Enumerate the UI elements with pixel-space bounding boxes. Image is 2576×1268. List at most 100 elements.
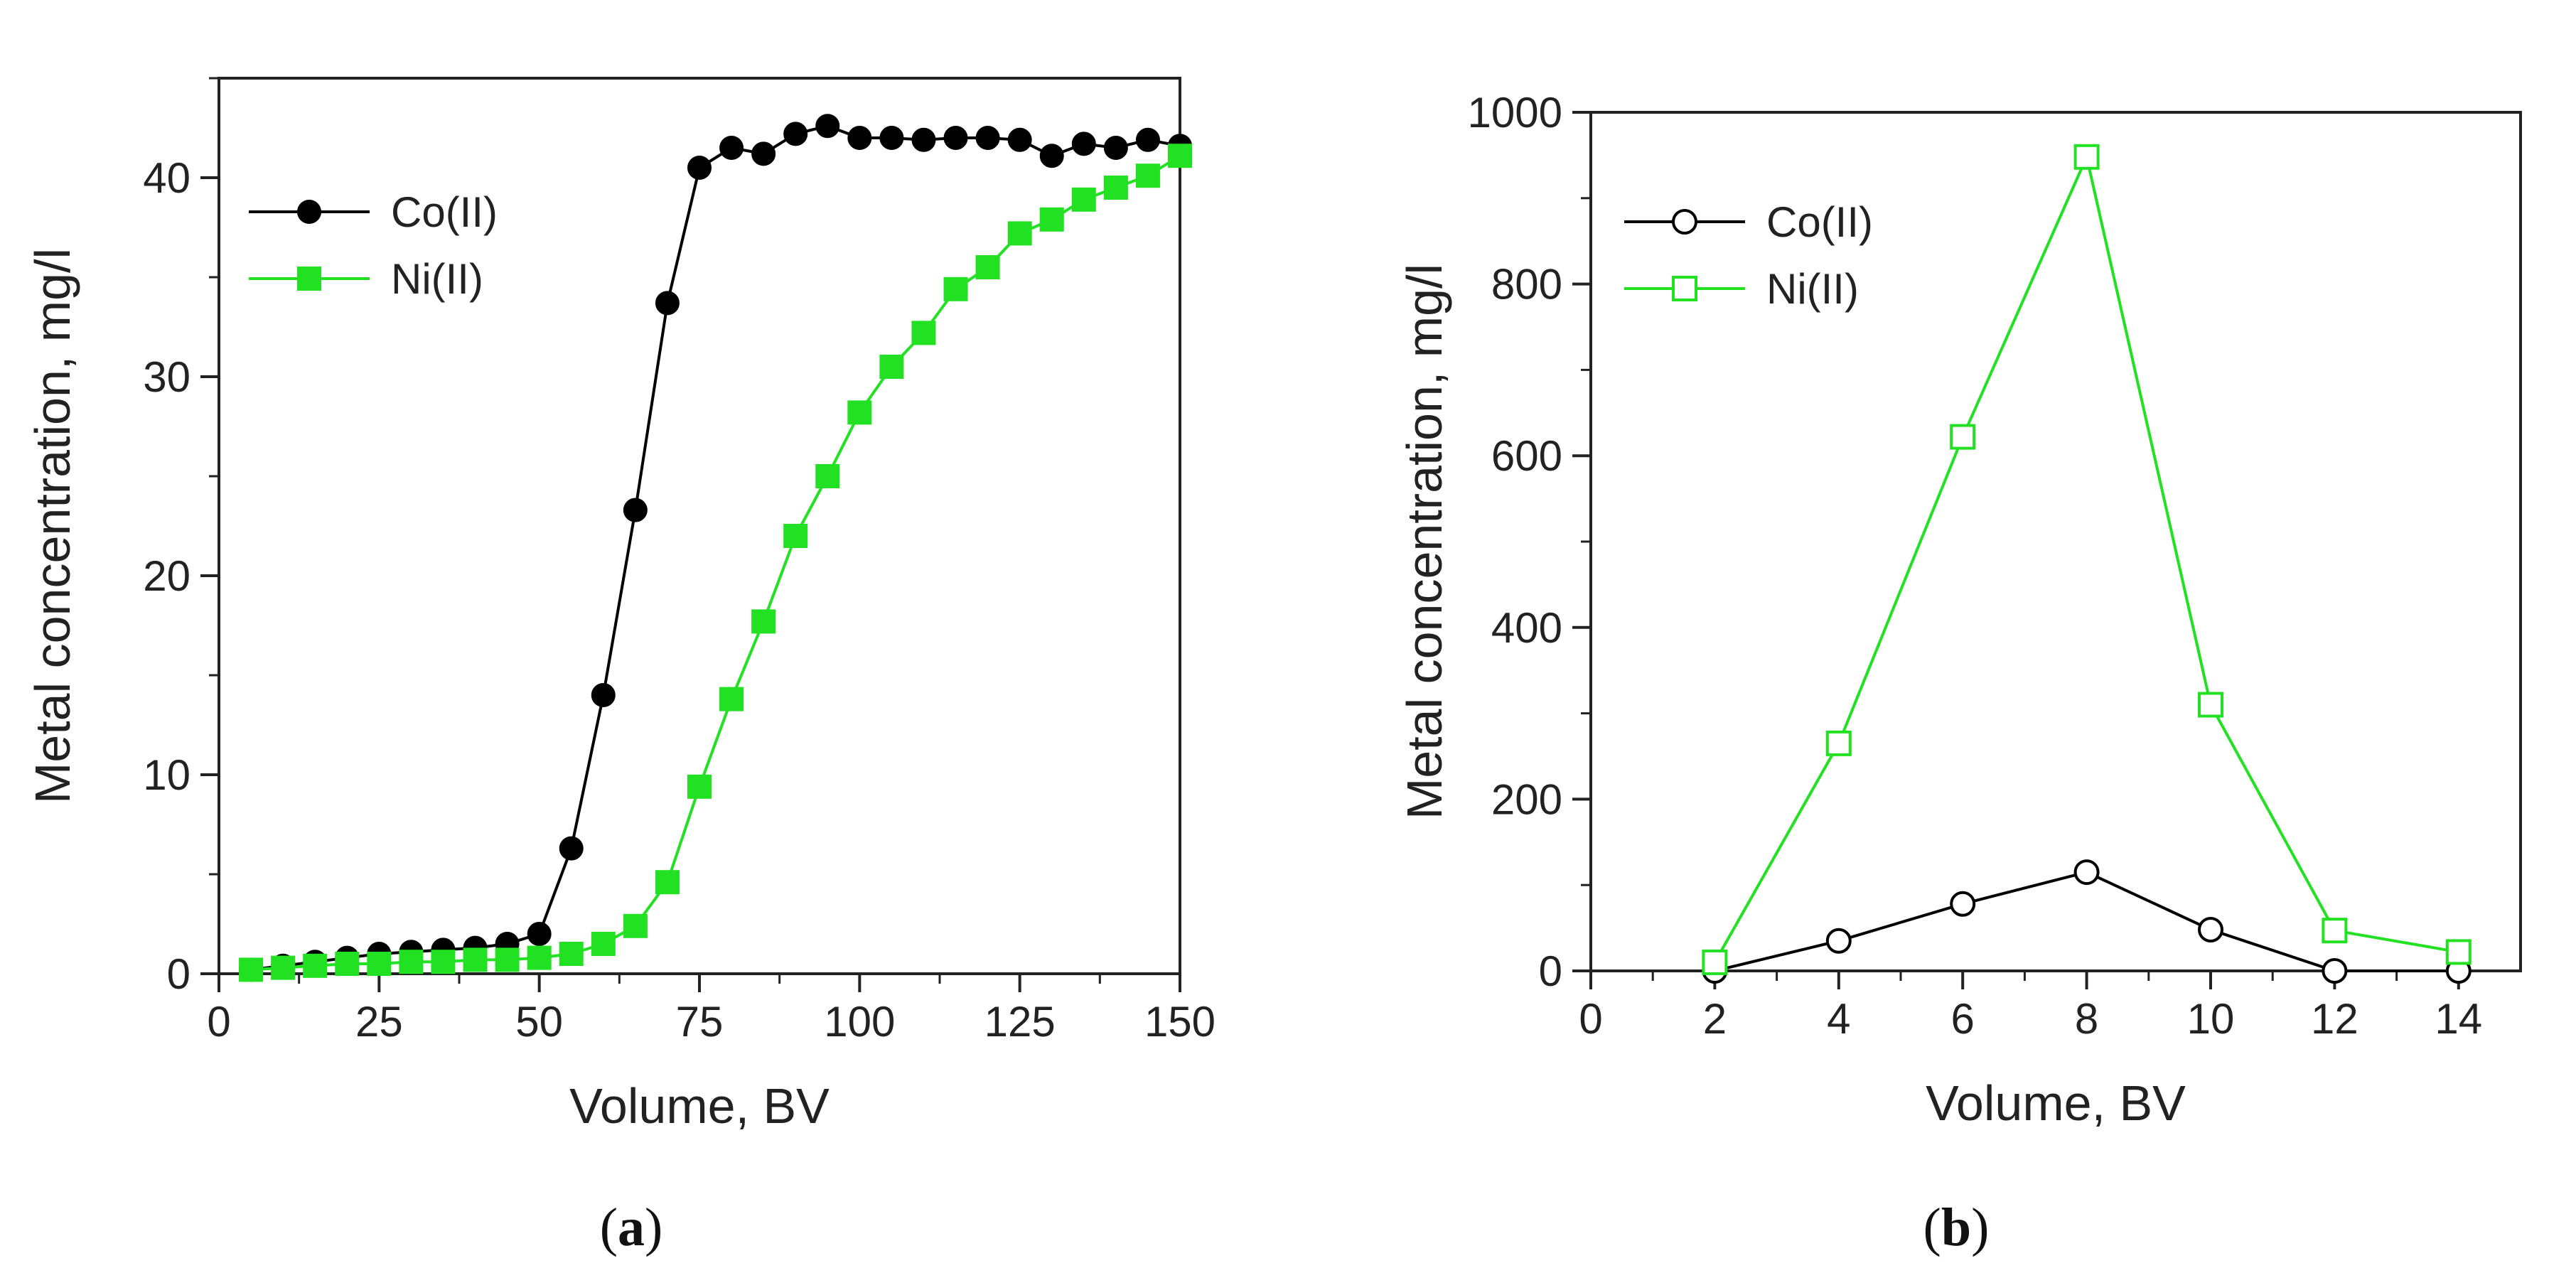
data-point bbox=[559, 836, 584, 861]
data-point bbox=[2322, 918, 2348, 944]
data-point bbox=[527, 945, 552, 970]
data-point bbox=[911, 321, 936, 345]
series-line bbox=[250, 124, 1181, 972]
data-point bbox=[1702, 949, 1728, 975]
chart-panel-b: 0 2 4 6 8 10 12 14 0 200 400 600 800 1000 Volume, BV Me… bbox=[1397, 89, 2522, 1257]
data-point bbox=[2073, 859, 2100, 886]
legend-marker bbox=[297, 200, 321, 224]
data-point bbox=[751, 141, 776, 166]
y-tick-label: 400 bbox=[1491, 604, 1562, 652]
data-point bbox=[335, 952, 360, 976]
data-point bbox=[623, 913, 648, 938]
legend-label: Co(II) bbox=[391, 188, 498, 236]
y-tick-label: 600 bbox=[1491, 432, 1562, 480]
data-point bbox=[879, 355, 904, 379]
data-point bbox=[303, 953, 328, 978]
legend-item: Ni(II) bbox=[1624, 265, 1859, 313]
data-point bbox=[1825, 928, 1852, 954]
chart-panel-a: 0 25 50 75 100 125 150 0 10 20 30 40 Volume, BV Metal… bbox=[25, 77, 1215, 1257]
data-point bbox=[847, 400, 872, 425]
data-point bbox=[943, 126, 968, 150]
data-point bbox=[879, 126, 904, 150]
data-point bbox=[975, 126, 1000, 150]
data-point bbox=[2198, 917, 2223, 943]
legend-item: Co(II) bbox=[249, 188, 498, 236]
x-tick-label: 6 bbox=[1951, 995, 1975, 1043]
x-tick-label: 125 bbox=[984, 998, 1056, 1046]
x-tick-label: 10 bbox=[2187, 995, 2235, 1043]
y-axis-label: Metal concentration, mg/l bbox=[25, 248, 80, 804]
data-point bbox=[1135, 163, 1160, 188]
data-point bbox=[527, 922, 552, 946]
data-point bbox=[591, 932, 616, 956]
x-tick-label: 0 bbox=[207, 998, 230, 1046]
panel-label: (a) bbox=[600, 1198, 663, 1257]
y-axis-label: Metal concentration, mg/l bbox=[1397, 264, 1452, 820]
legend-label: Ni(II) bbox=[1766, 265, 1859, 313]
x-axis-label: Volume, BV bbox=[569, 1078, 830, 1134]
data-point bbox=[1825, 730, 1852, 756]
y-tick-label: 0 bbox=[167, 950, 190, 998]
data-point bbox=[687, 774, 712, 799]
x-tick-label: 14 bbox=[2435, 995, 2482, 1043]
data-point bbox=[2198, 692, 2223, 718]
data-point bbox=[719, 687, 744, 711]
data-point bbox=[815, 114, 840, 139]
y-tick-label: 30 bbox=[143, 353, 190, 401]
data-point bbox=[1168, 144, 1192, 168]
x-tick-label: 4 bbox=[1827, 995, 1850, 1043]
x-tick-label: 100 bbox=[824, 998, 895, 1046]
data-point bbox=[719, 136, 744, 160]
x-axis-label: Volume, BV bbox=[1926, 1075, 2186, 1131]
legend-item: Ni(II) bbox=[249, 255, 483, 303]
data-point bbox=[399, 950, 424, 974]
legend-item: Co(II) bbox=[1624, 198, 1873, 246]
legend-marker bbox=[1672, 209, 1697, 235]
data-point bbox=[1007, 221, 1032, 246]
x-tick-label: 25 bbox=[355, 998, 403, 1046]
series-coii bbox=[239, 114, 1192, 982]
legend-label: Ni(II) bbox=[391, 255, 483, 303]
data-point bbox=[1135, 127, 1160, 152]
data-point bbox=[1071, 187, 1096, 212]
data-point bbox=[1950, 424, 1976, 450]
y-tick-label: 200 bbox=[1491, 775, 1562, 823]
data-point bbox=[911, 127, 936, 152]
data-point bbox=[1039, 207, 1064, 232]
data-point bbox=[239, 957, 264, 982]
series-niii bbox=[239, 144, 1192, 982]
data-point bbox=[783, 122, 808, 146]
y-tick-label: 1000 bbox=[1468, 89, 1562, 136]
data-point bbox=[431, 950, 456, 974]
data-point bbox=[591, 683, 616, 707]
data-point bbox=[367, 952, 392, 976]
data-point bbox=[623, 498, 648, 522]
series-niii bbox=[1702, 144, 2472, 975]
data-point bbox=[783, 524, 808, 548]
data-point bbox=[975, 255, 1000, 279]
data-point bbox=[687, 156, 712, 180]
x-tick-label: 2 bbox=[1703, 995, 1727, 1043]
x-tick-label: 12 bbox=[2311, 995, 2358, 1043]
x-tick-label: 150 bbox=[1144, 998, 1215, 1046]
data-point bbox=[2445, 939, 2472, 965]
y-tick-label: 20 bbox=[143, 552, 190, 600]
data-point bbox=[1039, 144, 1064, 168]
data-point bbox=[655, 291, 680, 316]
data-point bbox=[1103, 136, 1128, 160]
legend-label: Co(II) bbox=[1766, 198, 1873, 246]
data-point bbox=[559, 942, 584, 966]
data-point bbox=[2322, 958, 2348, 984]
data-point bbox=[463, 947, 488, 972]
panel-label: (b) bbox=[1923, 1198, 1990, 1257]
legend-marker bbox=[297, 267, 321, 291]
y-tick-label: 40 bbox=[143, 154, 190, 202]
data-point bbox=[495, 947, 520, 972]
data-point bbox=[751, 609, 776, 634]
data-point bbox=[1007, 127, 1032, 152]
legend-marker bbox=[1672, 276, 1697, 301]
y-tick-label: 800 bbox=[1491, 261, 1562, 308]
data-point bbox=[655, 870, 680, 895]
plot-frame bbox=[1589, 111, 2522, 972]
